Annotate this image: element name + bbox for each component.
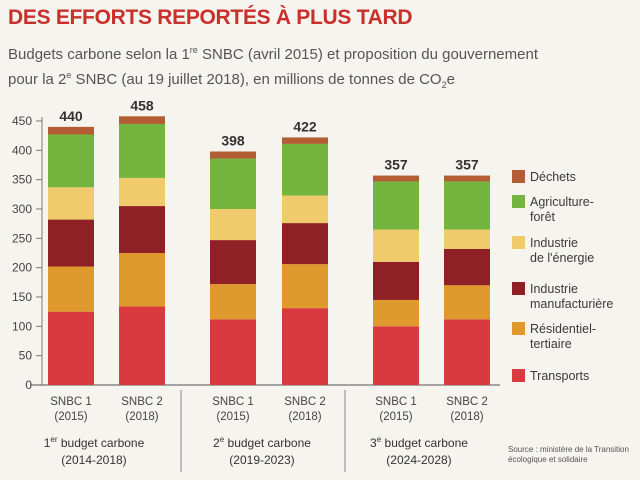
legend-swatch-transports [512, 369, 525, 382]
y-tick-label: 250 [12, 231, 32, 245]
bar-segment-transports [282, 308, 328, 385]
x-category-label: SNBC 1 [375, 396, 417, 408]
bar-segment-industriemanufacturi-re [282, 223, 328, 265]
legend-swatch-industriemanufacturi-re [512, 282, 525, 295]
bar-total-label: 357 [384, 157, 408, 173]
y-tick-label: 450 [12, 114, 32, 128]
bar-segment-d-chets [210, 151, 256, 159]
group-period: (2014-2018) [61, 453, 126, 467]
bar-segment-r-sidentiel-tertiaire [444, 285, 490, 320]
bar-segment-agriculture-for-t [48, 134, 94, 188]
bar-segment-r-sidentiel-tertiaire [282, 264, 328, 309]
bar-segment-transports [444, 319, 490, 385]
legend-swatch-agriculture-for-t [512, 195, 525, 208]
bar-segment-agriculture-for-t [444, 181, 490, 230]
bar-segment-transports [48, 311, 94, 385]
bar-segment-d-chets [119, 116, 165, 124]
source-note: Source : ministère de la Transition [508, 445, 629, 454]
chart-title: DES EFFORTS REPORTÉS À PLUS TARD [8, 6, 413, 29]
bar-segment-industriede-l-nergie [444, 229, 490, 249]
y-tick-label: 300 [12, 202, 32, 216]
source-note: écologique et solidaire [508, 455, 588, 464]
bar-segment-industriemanufacturi-re [210, 240, 256, 285]
bar-segment-industriemanufacturi-re [373, 261, 419, 300]
bar-segment-industriede-l-nergie [119, 177, 165, 207]
bar-segment-industriemanufacturi-re [444, 248, 490, 286]
bar-segment-agriculture-for-t [210, 158, 256, 209]
group-label: 3e budget carbone [370, 435, 468, 450]
legend-swatch-d-chets [512, 170, 525, 183]
x-category-year: (2018) [125, 411, 158, 423]
x-category-label: SNBC 2 [446, 396, 488, 408]
bar-segment-industriede-l-nergie [373, 229, 419, 262]
legend-swatch-r-sidentiel-tertiaire [512, 322, 525, 335]
bar-total-label: 422 [293, 118, 317, 134]
subtitle-line-2: pour la 2e SNBC (au 19 juillet 2018), en… [8, 70, 455, 90]
y-tick-label: 350 [12, 173, 32, 187]
bar-segment-r-sidentiel-tertiaire [48, 266, 94, 312]
legend-swatch-industriede-l-nergie [512, 236, 525, 249]
legend-label: de l'énergie [530, 251, 594, 265]
x-category-year: (2018) [288, 411, 321, 423]
bar-segment-d-chets [444, 175, 490, 182]
x-category-label: SNBC 1 [50, 396, 92, 408]
legend-label: Industrie [530, 236, 578, 250]
bar-segment-transports [210, 319, 256, 385]
y-tick-label: 150 [12, 290, 32, 304]
bar-total-label: 458 [130, 97, 154, 113]
legend-label: forêt [530, 210, 556, 224]
bar-segment-industriemanufacturi-re [48, 219, 94, 267]
legend-label: Résidentiel- [530, 322, 596, 336]
y-tick-label: 400 [12, 143, 32, 157]
bar-segment-industriede-l-nergie [210, 209, 256, 241]
bar-segment-agriculture-for-t [373, 181, 419, 230]
chart-subtitle: Budgets carbone selon la 1re SNBC (avril… [8, 40, 633, 96]
bar-segment-transports [373, 326, 419, 385]
x-category-year: (2018) [450, 411, 483, 423]
legend-label: Industrie [530, 282, 578, 296]
x-category-label: SNBC 1 [212, 396, 254, 408]
bar-segment-industriemanufacturi-re [119, 206, 165, 253]
bar-segment-industriede-l-nergie [282, 195, 328, 224]
bar-segment-d-chets [48, 126, 94, 135]
bar-segment-agriculture-for-t [119, 123, 165, 178]
legend-label: manufacturière [530, 297, 613, 311]
legend-label: Agriculture- [530, 195, 594, 209]
y-tick-label: 200 [12, 261, 32, 275]
group-label: 2e budget carbone [213, 435, 311, 450]
x-category-label: SNBC 2 [121, 396, 163, 408]
y-tick-label: 0 [25, 378, 32, 392]
legend-label: tertiaire [530, 337, 572, 351]
x-category-year: (2015) [379, 411, 412, 423]
bar-segment-r-sidentiel-tertiaire [373, 299, 419, 327]
bar-segment-agriculture-for-t [282, 143, 328, 196]
bar-segment-r-sidentiel-tertiaire [210, 284, 256, 320]
y-tick-label: 50 [19, 349, 33, 363]
subtitle-line-1: Budgets carbone selon la 1re SNBC (avril… [8, 45, 538, 63]
x-category-year: (2015) [216, 411, 249, 423]
group-period: (2019-2023) [229, 453, 294, 467]
bar-segment-r-sidentiel-tertiaire [119, 253, 165, 307]
group-period: (2024-2028) [386, 453, 451, 467]
bar-total-label: 357 [455, 157, 479, 173]
x-category-label: SNBC 2 [284, 396, 326, 408]
bar-total-label: 440 [59, 108, 83, 124]
group-label: 1er budget carbone [44, 435, 145, 450]
bar-segment-d-chets [282, 137, 328, 144]
legend-label: Déchets [530, 170, 576, 184]
bar-segment-industriede-l-nergie [48, 187, 94, 220]
x-category-year: (2015) [54, 411, 87, 423]
bar-segment-transports [119, 306, 165, 385]
bar-total-label: 398 [221, 133, 245, 149]
y-tick-label: 100 [12, 319, 32, 333]
legend-label: Transports [530, 369, 589, 383]
bar-segment-d-chets [373, 175, 419, 182]
